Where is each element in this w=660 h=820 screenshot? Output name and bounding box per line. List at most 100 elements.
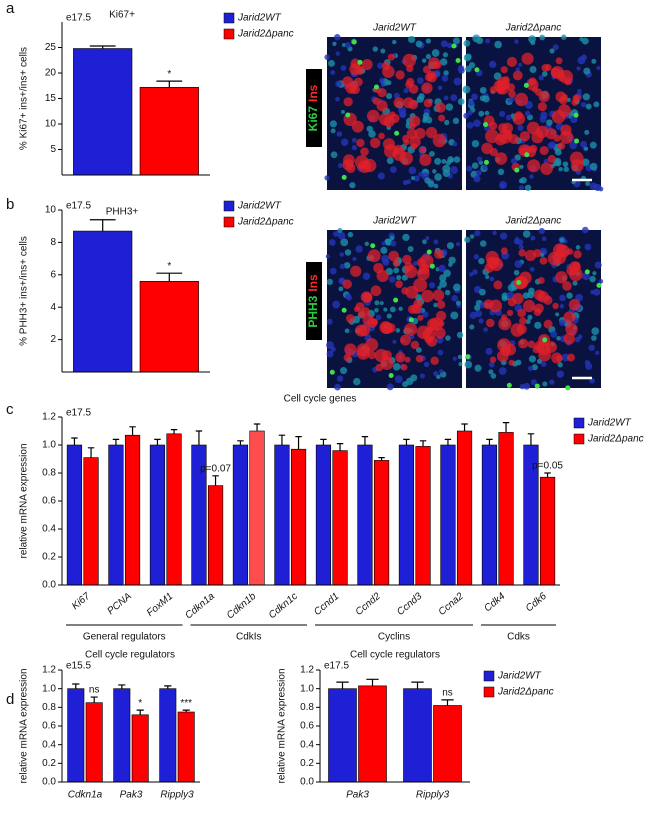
- nucleus: [405, 377, 414, 386]
- nucleus: [483, 327, 488, 332]
- nucleus: [552, 44, 559, 51]
- nucleus: [438, 264, 446, 273]
- panel-label: a: [6, 0, 15, 17]
- nucleus: [559, 319, 566, 326]
- nucleus: [469, 311, 477, 319]
- nucleus: [519, 164, 524, 169]
- nucleus: [386, 80, 392, 86]
- legend-swatch: [223, 200, 235, 212]
- nucleus: [572, 280, 578, 286]
- nucleus: [580, 101, 587, 108]
- y-tick-label: 1.2: [42, 665, 56, 676]
- nucleus: [453, 77, 462, 86]
- nucleus: [501, 295, 508, 302]
- nucleus: [425, 236, 430, 241]
- x-tick-label: Cdk4: [482, 591, 507, 615]
- y-tick-label: 0.6: [42, 496, 56, 507]
- nucleus: [494, 40, 502, 49]
- y-tick-label: 0.4: [42, 739, 56, 750]
- nucleus: [558, 167, 563, 172]
- nucleus: [343, 261, 351, 269]
- nucleus: [463, 53, 472, 62]
- nucleus: [377, 62, 384, 69]
- insulin-cell: [512, 112, 526, 126]
- nucleus: [591, 335, 597, 341]
- bar: [498, 432, 514, 586]
- nucleus: [538, 227, 545, 235]
- bar: [315, 444, 332, 586]
- nucleus: [575, 245, 581, 250]
- nucleus: [443, 269, 451, 278]
- insulin-cell: [408, 99, 419, 110]
- nucleus: [559, 294, 566, 302]
- insulin-cell: [432, 133, 447, 148]
- chart-subtitle: e17.5: [324, 661, 349, 672]
- nucleus: [469, 272, 474, 277]
- insulin-cell: [557, 72, 566, 82]
- insulin-cell: [492, 257, 501, 265]
- insulin-cell: [349, 63, 362, 76]
- nucleus: [437, 349, 444, 356]
- nucleus: [580, 140, 588, 148]
- error-bar: [129, 426, 136, 436]
- insulin-cell: [537, 290, 549, 303]
- nucleus: [550, 330, 558, 338]
- annotation: *: [167, 69, 171, 80]
- bar: [357, 444, 373, 586]
- nucleus: [445, 335, 451, 341]
- nucleus: [474, 230, 481, 237]
- y-tick-label: 8: [50, 237, 56, 248]
- error-bar: [544, 472, 551, 478]
- nucleus: [329, 120, 337, 128]
- nucleus: [339, 252, 345, 257]
- marker-cell: [573, 112, 579, 118]
- nucleus: [439, 58, 448, 66]
- insulin-cell: [356, 343, 370, 357]
- error-bar: [112, 438, 120, 445]
- error-bar: [72, 683, 80, 689]
- nucleus: [485, 38, 491, 44]
- insulin-cell: [402, 254, 412, 265]
- insulin-cell: [418, 263, 430, 275]
- nucleus: [515, 359, 522, 366]
- legend-swatch: [223, 216, 235, 228]
- nucleus: [380, 48, 386, 54]
- insulin-cell: [438, 114, 446, 122]
- insulin-cell: [380, 356, 394, 370]
- legend-swatch: [573, 417, 585, 429]
- x-tick-label: Ripply3: [160, 790, 194, 801]
- y-axis-label: % Ki67+ ins+/ins+ cells: [19, 47, 30, 150]
- nucleus: [452, 356, 457, 361]
- insulin-cell: [361, 59, 373, 71]
- nucleus: [351, 145, 357, 151]
- error-bar: [237, 440, 244, 445]
- insulin-cell: [381, 61, 391, 71]
- image-caption: Jarid2WT: [372, 23, 417, 34]
- nucleus: [499, 232, 508, 240]
- insulin-cell: [426, 336, 438, 347]
- nucleus: [589, 275, 596, 283]
- x-tick-label: PCNA: [106, 591, 135, 617]
- bar: [177, 711, 195, 783]
- stain-label: PHH3 Ins: [306, 274, 320, 328]
- insulin-cell: [508, 90, 516, 98]
- nucleus: [442, 52, 449, 58]
- y-tick-label: 0.6: [42, 721, 56, 732]
- nucleus: [585, 181, 591, 187]
- nucleus: [368, 130, 376, 138]
- insulin-cell: [555, 91, 567, 103]
- insulin-cell: [342, 158, 354, 171]
- nucleus: [466, 165, 473, 172]
- bar: [328, 688, 357, 783]
- bar: [539, 476, 556, 586]
- annotation: *: [167, 261, 171, 272]
- insulin-cell: [414, 127, 426, 139]
- nucleus: [534, 321, 542, 329]
- x-tick-label: Cdkn1a: [68, 790, 103, 801]
- nucleus: [469, 234, 475, 239]
- insulin-cell: [343, 97, 353, 107]
- error-bar: [378, 457, 385, 461]
- nucleus: [529, 174, 534, 179]
- insulin-cell: [494, 134, 507, 146]
